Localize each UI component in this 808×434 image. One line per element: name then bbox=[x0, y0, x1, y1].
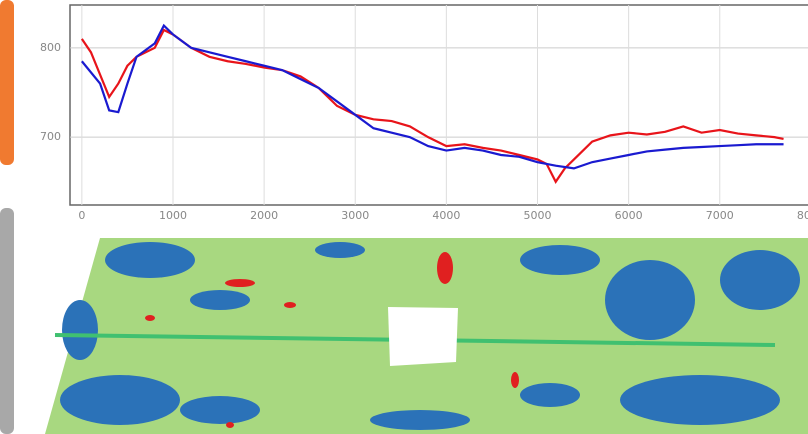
x-tick-label: 7000 bbox=[706, 209, 734, 222]
series-line bbox=[80, 28, 784, 184]
x-tick-label: 6000 bbox=[615, 209, 643, 222]
x-tick-label: 0 bbox=[78, 209, 85, 222]
x-tick-label: 4000 bbox=[432, 209, 460, 222]
y-tick-label: 800 bbox=[40, 41, 61, 54]
x-tick-label: 2000 bbox=[250, 209, 278, 222]
plot: 700800010002000300040005000600070008000 bbox=[40, 5, 808, 222]
x-tick-label: 1000 bbox=[159, 209, 187, 222]
x-tick-label: 5000 bbox=[523, 209, 551, 222]
x-tick-label: 3000 bbox=[341, 209, 369, 222]
map bbox=[45, 238, 808, 434]
series-line bbox=[80, 23, 784, 170]
plot-frame bbox=[69, 4, 808, 206]
side-tab[interactable] bbox=[0, 0, 14, 165]
y-tick-label: 700 bbox=[40, 130, 61, 143]
side-tab[interactable] bbox=[0, 208, 14, 434]
